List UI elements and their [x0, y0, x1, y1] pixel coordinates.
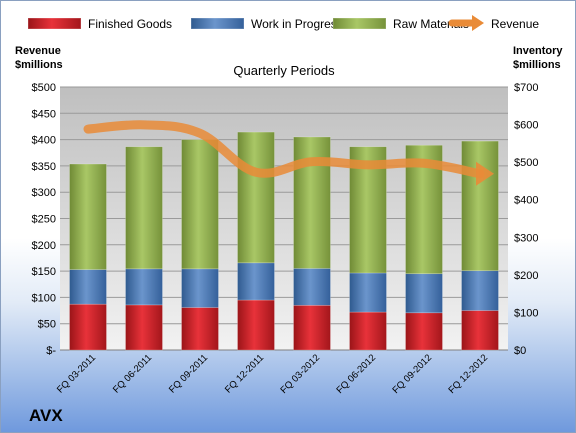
- revenue-legend-arrow: [472, 15, 484, 31]
- finished-goods-bar: [405, 312, 443, 351]
- revenue-arrowhead: [476, 161, 494, 186]
- finished-goods-bar: [461, 310, 499, 351]
- category-labels: FQ 03-2011 FQ 06-2011 FQ 09-2011 FQ 12-2011…: [55, 352, 490, 396]
- left-axis-title: $millions: [15, 59, 63, 71]
- right-tick-label: $600: [514, 120, 538, 132]
- tick-labels: $- $50 $100 $150 $200 $250 $300 $350 $400 $450 $50…: [32, 82, 539, 357]
- right-axis-title: Inventory: [513, 45, 563, 57]
- finished-goods-legend-label: Finished Goods: [88, 17, 172, 31]
- work-in-progress-legend-swatch: [190, 17, 245, 30]
- company-name: AVX: [29, 406, 63, 425]
- left-tick-label: $150: [32, 266, 56, 278]
- finished-goods-bar: [349, 311, 387, 351]
- category-label: FQ 06-2012: [334, 352, 378, 396]
- work-in-progress-bar: [69, 269, 107, 305]
- chart-title: Quarterly Periods: [233, 63, 335, 78]
- category-label: FQ 09-2011: [167, 352, 210, 395]
- category-label: FQ 06-2011: [111, 352, 154, 395]
- left-axis-title: Revenue: [15, 45, 61, 57]
- category-label: FQ 12-2012: [446, 352, 490, 396]
- revenue-line-path: [83, 120, 485, 179]
- raw-materials-legend-swatch: [332, 17, 387, 30]
- left-tick-label: $-: [46, 345, 56, 357]
- raw-materials-bar: [181, 139, 219, 270]
- left-tick-label: $500: [32, 82, 56, 94]
- legend: Finished Goods Work in Progress Raw Materi…: [27, 15, 539, 31]
- finished-goods-legend-swatch: [27, 17, 82, 30]
- finished-goods-bar: [293, 304, 331, 351]
- left-tick-label: $250: [32, 214, 56, 226]
- work-in-progress-bar: [181, 268, 219, 308]
- right-tick-label: $0: [514, 345, 526, 357]
- left-tick-label: $100: [32, 292, 56, 304]
- right-axis-title: $millions: [513, 59, 561, 71]
- left-tick-label: $200: [32, 240, 56, 252]
- finished-goods-bar: [69, 303, 107, 351]
- right-tick-label: $700: [514, 82, 538, 94]
- work-in-progress-bar: [405, 273, 443, 314]
- raw-materials-bar: [125, 146, 163, 270]
- raw-materials-bar: [461, 140, 499, 272]
- revenue-legend-label: Revenue: [491, 17, 539, 31]
- category-label: FQ 03-2011: [55, 352, 98, 395]
- right-tick-label: $100: [514, 307, 538, 319]
- category-label: FQ 09-2012: [390, 352, 434, 396]
- left-tick-label: $350: [32, 161, 56, 173]
- work-in-progress-bar: [461, 270, 499, 311]
- work-in-progress-bar: [349, 272, 387, 313]
- revenue-line: [83, 120, 494, 186]
- left-tick-label: $300: [32, 187, 56, 199]
- work-in-progress-legend-label: Work in Progress: [251, 17, 343, 31]
- left-tick-label: $50: [38, 319, 56, 331]
- right-tick-label: $200: [514, 270, 538, 282]
- work-in-progress-bar: [237, 262, 275, 301]
- category-label: FQ 12-2011: [223, 352, 266, 395]
- work-in-progress-bar: [293, 268, 331, 306]
- left-tick-label: $450: [32, 108, 56, 120]
- right-tick-label: $300: [514, 232, 538, 244]
- axis-titles: Quarterly Periods Revenue $millions Invento…: [15, 45, 563, 78]
- raw-materials-bar: [237, 131, 275, 264]
- finished-goods-bar: [237, 299, 275, 351]
- finished-goods-bar: [125, 304, 163, 351]
- work-in-progress-bar: [125, 268, 163, 306]
- raw-materials-bar: [69, 163, 107, 270]
- category-label: FQ 03-2012: [278, 352, 322, 396]
- left-tick-label: $400: [32, 135, 56, 147]
- finished-goods-bar: [181, 307, 219, 351]
- raw-materials-bar: [293, 136, 331, 269]
- right-tick-label: $400: [514, 195, 538, 207]
- right-tick-label: $500: [514, 157, 538, 169]
